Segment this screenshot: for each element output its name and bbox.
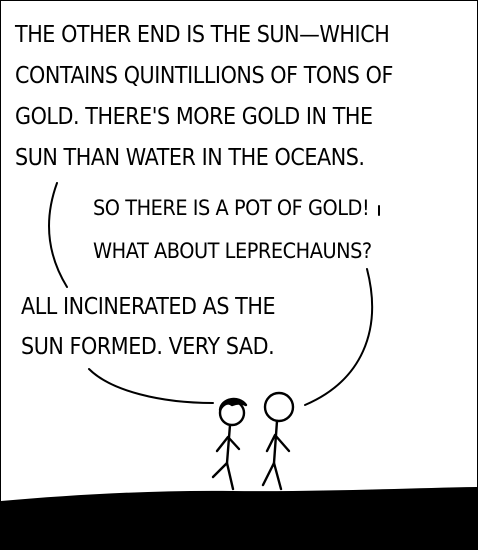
speech-line: ALL INCINERATED AS THE	[21, 294, 276, 320]
speech-line: SUN FORMED. VERY SAD.	[21, 334, 275, 360]
figure-left-legs	[211, 461, 235, 491]
speech-text-incinerated: ALL INCINERATED AS THE SUN FORMED. VERY …	[21, 287, 276, 367]
speech-text-sun-gold: THE OTHER END IS THE SUN—WHICH CONTAINS …	[15, 15, 393, 179]
figure-right-arms	[265, 433, 291, 453]
figure-left-body	[225, 423, 232, 465]
speech-line: GOLD. THERE'S MORE GOLD IN THE	[15, 104, 373, 130]
figure-right-head	[263, 391, 295, 423]
speech-tail-left-upper	[48, 182, 68, 288]
speech-line: SO THERE IS A POT OF GOLD!	[93, 196, 370, 220]
speech-text-pot-of-gold: SO THERE IS A POT OF GOLD! WHAT ABOUT LE…	[93, 187, 372, 273]
stick-figure-right	[261, 391, 295, 491]
figure-left-arms	[215, 435, 241, 453]
figure-right-body	[272, 419, 279, 465]
speech-line: SUN THAN WATER IN THE OCEANS.	[15, 145, 365, 171]
speech-tail-left-lower	[88, 368, 214, 404]
speech-line: WHAT ABOUT LEPRECHAUNS?	[93, 239, 372, 263]
speech-line: CONTAINS QUINTILLIONS OF TONS OF	[15, 63, 393, 89]
figure-left-hair	[218, 397, 248, 412]
ground	[1, 487, 477, 549]
figure-right-legs	[261, 461, 283, 491]
stick-figure-left	[211, 397, 248, 491]
speech-tail-right	[304, 268, 374, 406]
speech-line: THE OTHER END IS THE SUN—WHICH	[15, 22, 390, 48]
